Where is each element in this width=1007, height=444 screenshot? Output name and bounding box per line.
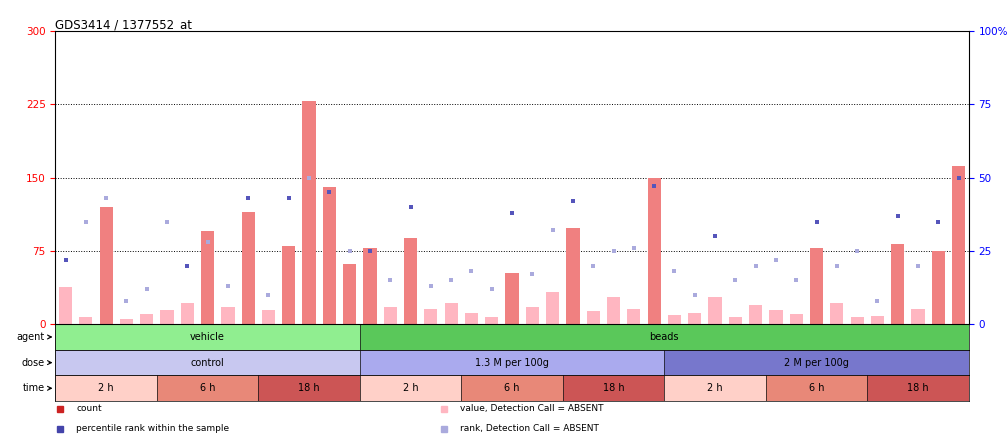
Text: beads: beads	[650, 332, 679, 342]
Text: time: time	[22, 383, 44, 393]
Text: 18 h: 18 h	[907, 383, 928, 393]
Bar	[931, 251, 945, 324]
Bar	[952, 166, 965, 324]
Bar	[55, 350, 359, 376]
Bar	[668, 315, 681, 324]
Bar	[180, 303, 194, 324]
Bar	[563, 376, 665, 401]
Bar	[262, 310, 275, 324]
Text: 2 h: 2 h	[707, 383, 723, 393]
Bar	[709, 297, 722, 324]
Bar	[444, 303, 458, 324]
Text: 18 h: 18 h	[603, 383, 624, 393]
Bar	[222, 306, 235, 324]
Bar	[404, 238, 417, 324]
Bar	[566, 228, 580, 324]
Bar	[55, 324, 359, 350]
Text: count: count	[77, 404, 102, 413]
Bar	[765, 376, 867, 401]
Bar	[485, 317, 498, 324]
Text: agent: agent	[16, 332, 44, 342]
Bar	[359, 324, 969, 350]
Bar	[627, 309, 640, 324]
Text: GDS3414 / 1377552_at: GDS3414 / 1377552_at	[55, 18, 192, 31]
Bar	[364, 248, 377, 324]
Bar	[259, 376, 359, 401]
Bar	[100, 207, 113, 324]
Bar	[546, 292, 559, 324]
Bar	[80, 317, 93, 324]
Bar	[282, 246, 295, 324]
Bar	[830, 303, 844, 324]
Bar	[911, 309, 924, 324]
Text: value, Detection Call = ABSENT: value, Detection Call = ABSENT	[460, 404, 603, 413]
Bar	[55, 376, 157, 401]
Bar	[160, 310, 173, 324]
Bar	[526, 306, 539, 324]
Bar	[769, 309, 782, 324]
Bar	[688, 313, 701, 324]
Text: dose: dose	[21, 357, 44, 368]
Bar	[665, 376, 765, 401]
Bar	[810, 248, 823, 324]
Text: rank, Detection Call = ABSENT: rank, Detection Call = ABSENT	[460, 424, 599, 433]
Bar	[359, 376, 461, 401]
Bar	[729, 317, 742, 324]
Bar	[465, 313, 478, 324]
Text: control: control	[190, 357, 225, 368]
Text: 6 h: 6 h	[505, 383, 520, 393]
Bar	[891, 244, 904, 324]
Text: percentile rank within the sample: percentile rank within the sample	[77, 424, 230, 433]
Text: 2 M per 100g: 2 M per 100g	[784, 357, 849, 368]
Bar	[851, 317, 864, 324]
Bar	[242, 212, 255, 324]
Bar	[343, 264, 356, 324]
Bar	[120, 319, 133, 324]
Text: 6 h: 6 h	[809, 383, 825, 393]
Bar	[871, 316, 884, 324]
Bar	[424, 309, 437, 324]
Bar	[140, 314, 153, 324]
Bar	[867, 376, 969, 401]
Bar	[359, 350, 665, 376]
Bar	[789, 314, 803, 324]
Bar	[157, 376, 259, 401]
Bar	[323, 187, 336, 324]
Text: 2 h: 2 h	[99, 383, 114, 393]
Bar	[302, 101, 315, 324]
Bar	[384, 306, 397, 324]
Bar	[461, 376, 563, 401]
Bar	[749, 305, 762, 324]
Bar	[587, 311, 600, 324]
Bar	[59, 287, 73, 324]
Text: 6 h: 6 h	[199, 383, 215, 393]
Text: 2 h: 2 h	[403, 383, 418, 393]
Bar	[607, 297, 620, 324]
Text: vehicle: vehicle	[190, 332, 225, 342]
Text: 1.3 M per 100g: 1.3 M per 100g	[475, 357, 549, 368]
Bar	[506, 274, 519, 324]
Bar	[648, 178, 661, 324]
Bar	[665, 350, 969, 376]
Text: 18 h: 18 h	[298, 383, 320, 393]
Bar	[201, 231, 214, 324]
